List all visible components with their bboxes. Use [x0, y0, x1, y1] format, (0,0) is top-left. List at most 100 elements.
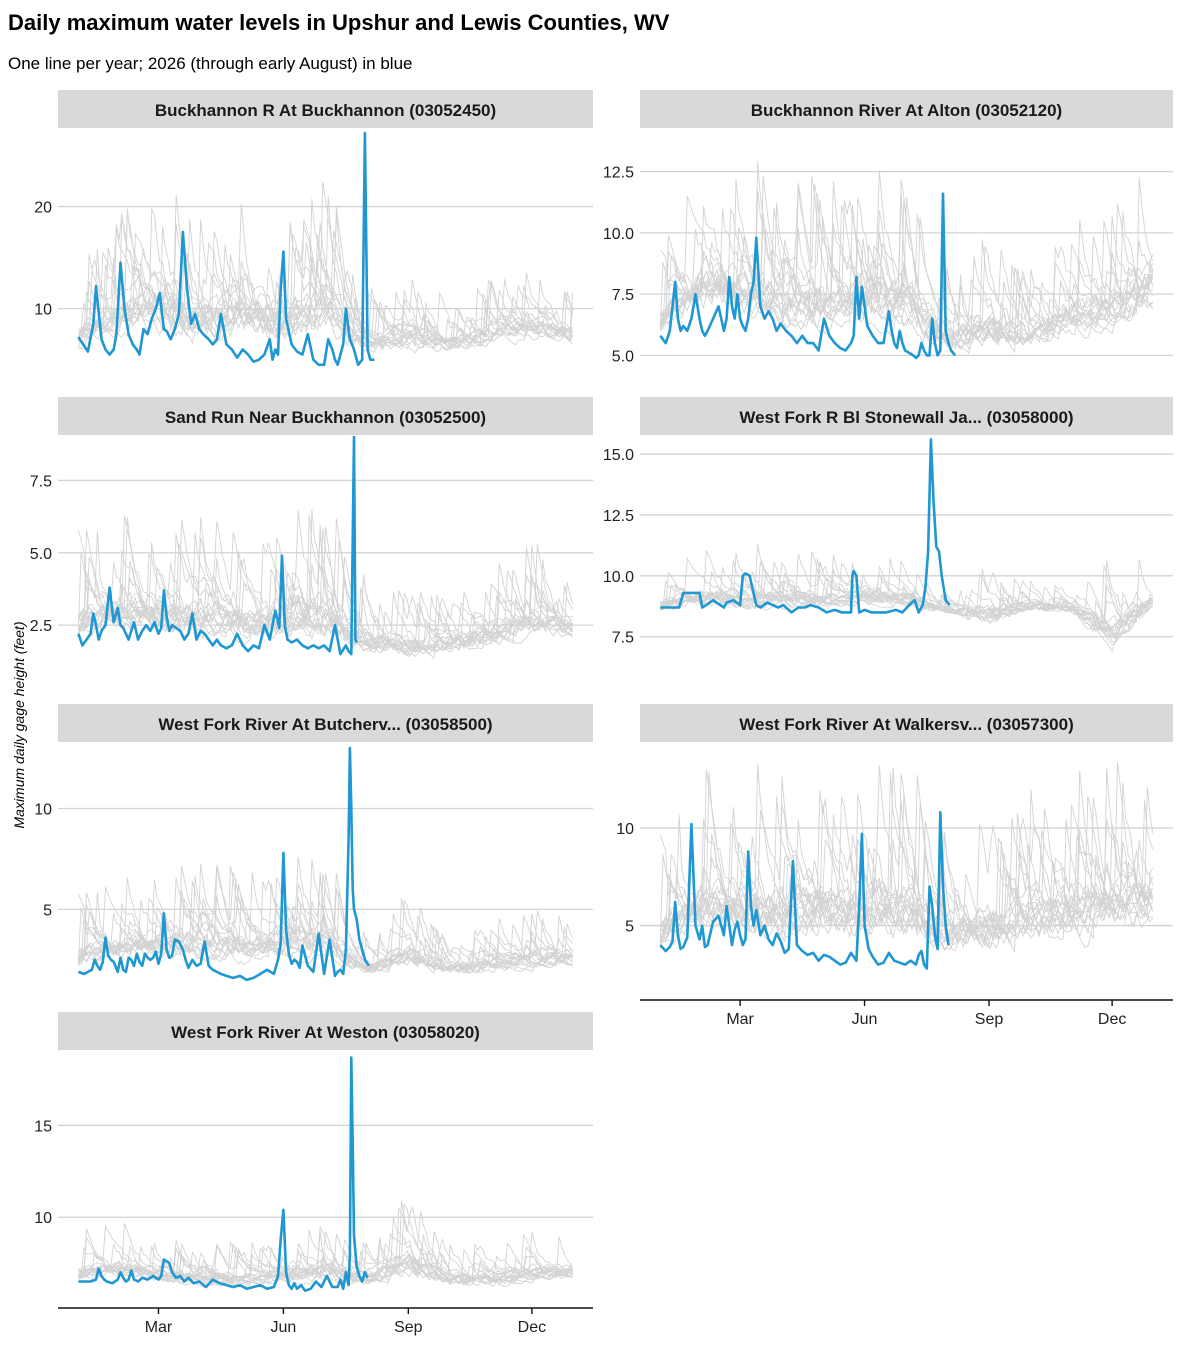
series-line-2026: [659, 810, 950, 970]
past-year-line: [78, 1248, 573, 1285]
past-year-line: [660, 176, 1154, 350]
past-year-line: [77, 198, 573, 350]
y-tick-label: 15: [34, 1118, 52, 1135]
past-year-line: [78, 1238, 573, 1285]
chart-title: Daily maximum water levels in Upshur and…: [8, 10, 670, 35]
past-year-line: [77, 219, 573, 354]
past-year-line: [78, 1243, 573, 1288]
past-years-lines: [77, 509, 574, 660]
facet-title: West Fork River At Butcherv... (03058500…: [158, 715, 492, 734]
y-tick-label: 10: [34, 1210, 52, 1227]
past-year-line: [78, 866, 573, 972]
past-year-line: [78, 181, 573, 348]
past-year-line: [659, 769, 1154, 949]
past-years-lines: [659, 161, 1154, 355]
past-year-line: [660, 560, 1153, 632]
past-year-line: [659, 818, 1154, 946]
facet-strip: [640, 397, 1173, 435]
facet-strip: [58, 90, 593, 128]
facet-title: West Fork River At Weston (03058020): [171, 1023, 480, 1042]
y-tick-label: 2.5: [30, 618, 52, 635]
series-line-2026: [78, 1056, 369, 1292]
past-years-lines: [78, 1200, 573, 1288]
x-tick-label: Sep: [975, 1011, 1004, 1028]
y-tick-label: 12.5: [603, 165, 634, 182]
facet-panel: West Fork River At Butcherv... (03058500…: [34, 704, 593, 982]
past-year-line: [659, 176, 1153, 343]
past-year-line: [78, 510, 573, 660]
past-year-line: [660, 161, 1154, 343]
facet-title: West Fork R Bl Stonewall Ja... (03058000…: [739, 408, 1073, 427]
y-axis-label: Maximum daily gage height (feet): [11, 622, 27, 829]
facet-strip: [58, 1012, 593, 1050]
x-tick-label: Dec: [1098, 1011, 1126, 1028]
y-tick-label: 5: [43, 902, 52, 919]
past-year-line: [660, 205, 1153, 346]
series-line-2026: [660, 438, 951, 614]
facet-panel: West Fork River At Weston (03058020) 10 15…: [34, 1012, 593, 1336]
y-tick-label: 10: [616, 821, 634, 838]
y-tick-label: 20: [34, 200, 52, 217]
facet-panel: Buckhannon River At Alton (03052120) 5.0 7…: [603, 90, 1173, 365]
past-year-line: [78, 1225, 573, 1285]
facet-panel: Buckhannon R At Buckhannon (03052450) 10 2…: [34, 90, 593, 367]
past-years-lines: [77, 181, 574, 354]
x-tick-label: Mar: [145, 1319, 173, 1336]
y-tick-label: 5.0: [612, 348, 634, 365]
facet-title: Buckhannon River At Alton (03052120): [751, 101, 1062, 120]
past-year-line: [659, 762, 1154, 945]
past-year-line: [78, 889, 573, 974]
x-tick-label: Jun: [271, 1319, 297, 1336]
facet-panel: Sand Run Near Buckhannon (03052500) 2.5 5.…: [30, 397, 593, 660]
past-year-line: [660, 550, 1153, 640]
y-tick-label: 10.0: [603, 569, 634, 586]
past-year-line: [659, 782, 1154, 942]
y-tick-label: 10: [34, 802, 52, 819]
past-year-line: [77, 528, 573, 652]
past-year-line: [660, 765, 1154, 953]
facet-strip: [640, 90, 1173, 128]
past-year-line: [660, 231, 1153, 348]
facet-panel: West Fork R Bl Stonewall Ja... (03058000…: [603, 397, 1173, 653]
facet-strip: [58, 397, 593, 435]
x-tick-label: Mar: [726, 1011, 754, 1028]
x-tick-label: Sep: [394, 1319, 423, 1336]
y-tick-label: 10: [34, 302, 52, 319]
series-line-2026: [77, 131, 375, 367]
past-year-line: [78, 538, 573, 654]
past-year-line: [660, 787, 1154, 952]
past-year-line: [78, 535, 574, 654]
past-year-line: [77, 524, 574, 651]
y-tick-label: 15.0: [603, 447, 634, 464]
past-years-lines: [659, 544, 1154, 653]
series-line-2026: [659, 192, 957, 360]
y-tick-label: 5.0: [30, 546, 52, 563]
past-year-line: [659, 213, 1154, 350]
series-line-2026: [77, 435, 358, 656]
past-years-lines: [659, 762, 1154, 953]
facet-title: West Fork River At Walkersv... (03057300…: [739, 715, 1074, 734]
y-tick-label: 10.0: [603, 226, 634, 243]
series-line-2026: [77, 746, 371, 982]
past-year-line: [78, 560, 573, 645]
past-year-line: [77, 226, 573, 351]
past-year-line: [659, 768, 1154, 942]
facet-strip: [640, 704, 1173, 742]
facet-title: Buckhannon R At Buckhannon (03052450): [155, 101, 496, 120]
past-year-line: [659, 833, 1153, 946]
chart-subtitle: One line per year; 2026 (through early A…: [8, 54, 413, 73]
facet-strip: [58, 704, 593, 742]
y-tick-label: 7.5: [612, 287, 634, 304]
y-tick-label: 5: [625, 919, 634, 936]
past-year-line: [659, 834, 1153, 949]
x-tick-label: Dec: [518, 1319, 546, 1336]
facet-title: Sand Run Near Buckhannon (03052500): [165, 408, 486, 427]
y-tick-label: 7.5: [30, 473, 52, 490]
past-year-line: [659, 796, 1154, 949]
y-tick-label: 7.5: [612, 630, 634, 647]
past-year-line: [660, 178, 1154, 343]
x-tick-label: Jun: [852, 1011, 878, 1028]
past-year-line: [659, 205, 1154, 347]
y-tick-label: 12.5: [603, 508, 634, 525]
